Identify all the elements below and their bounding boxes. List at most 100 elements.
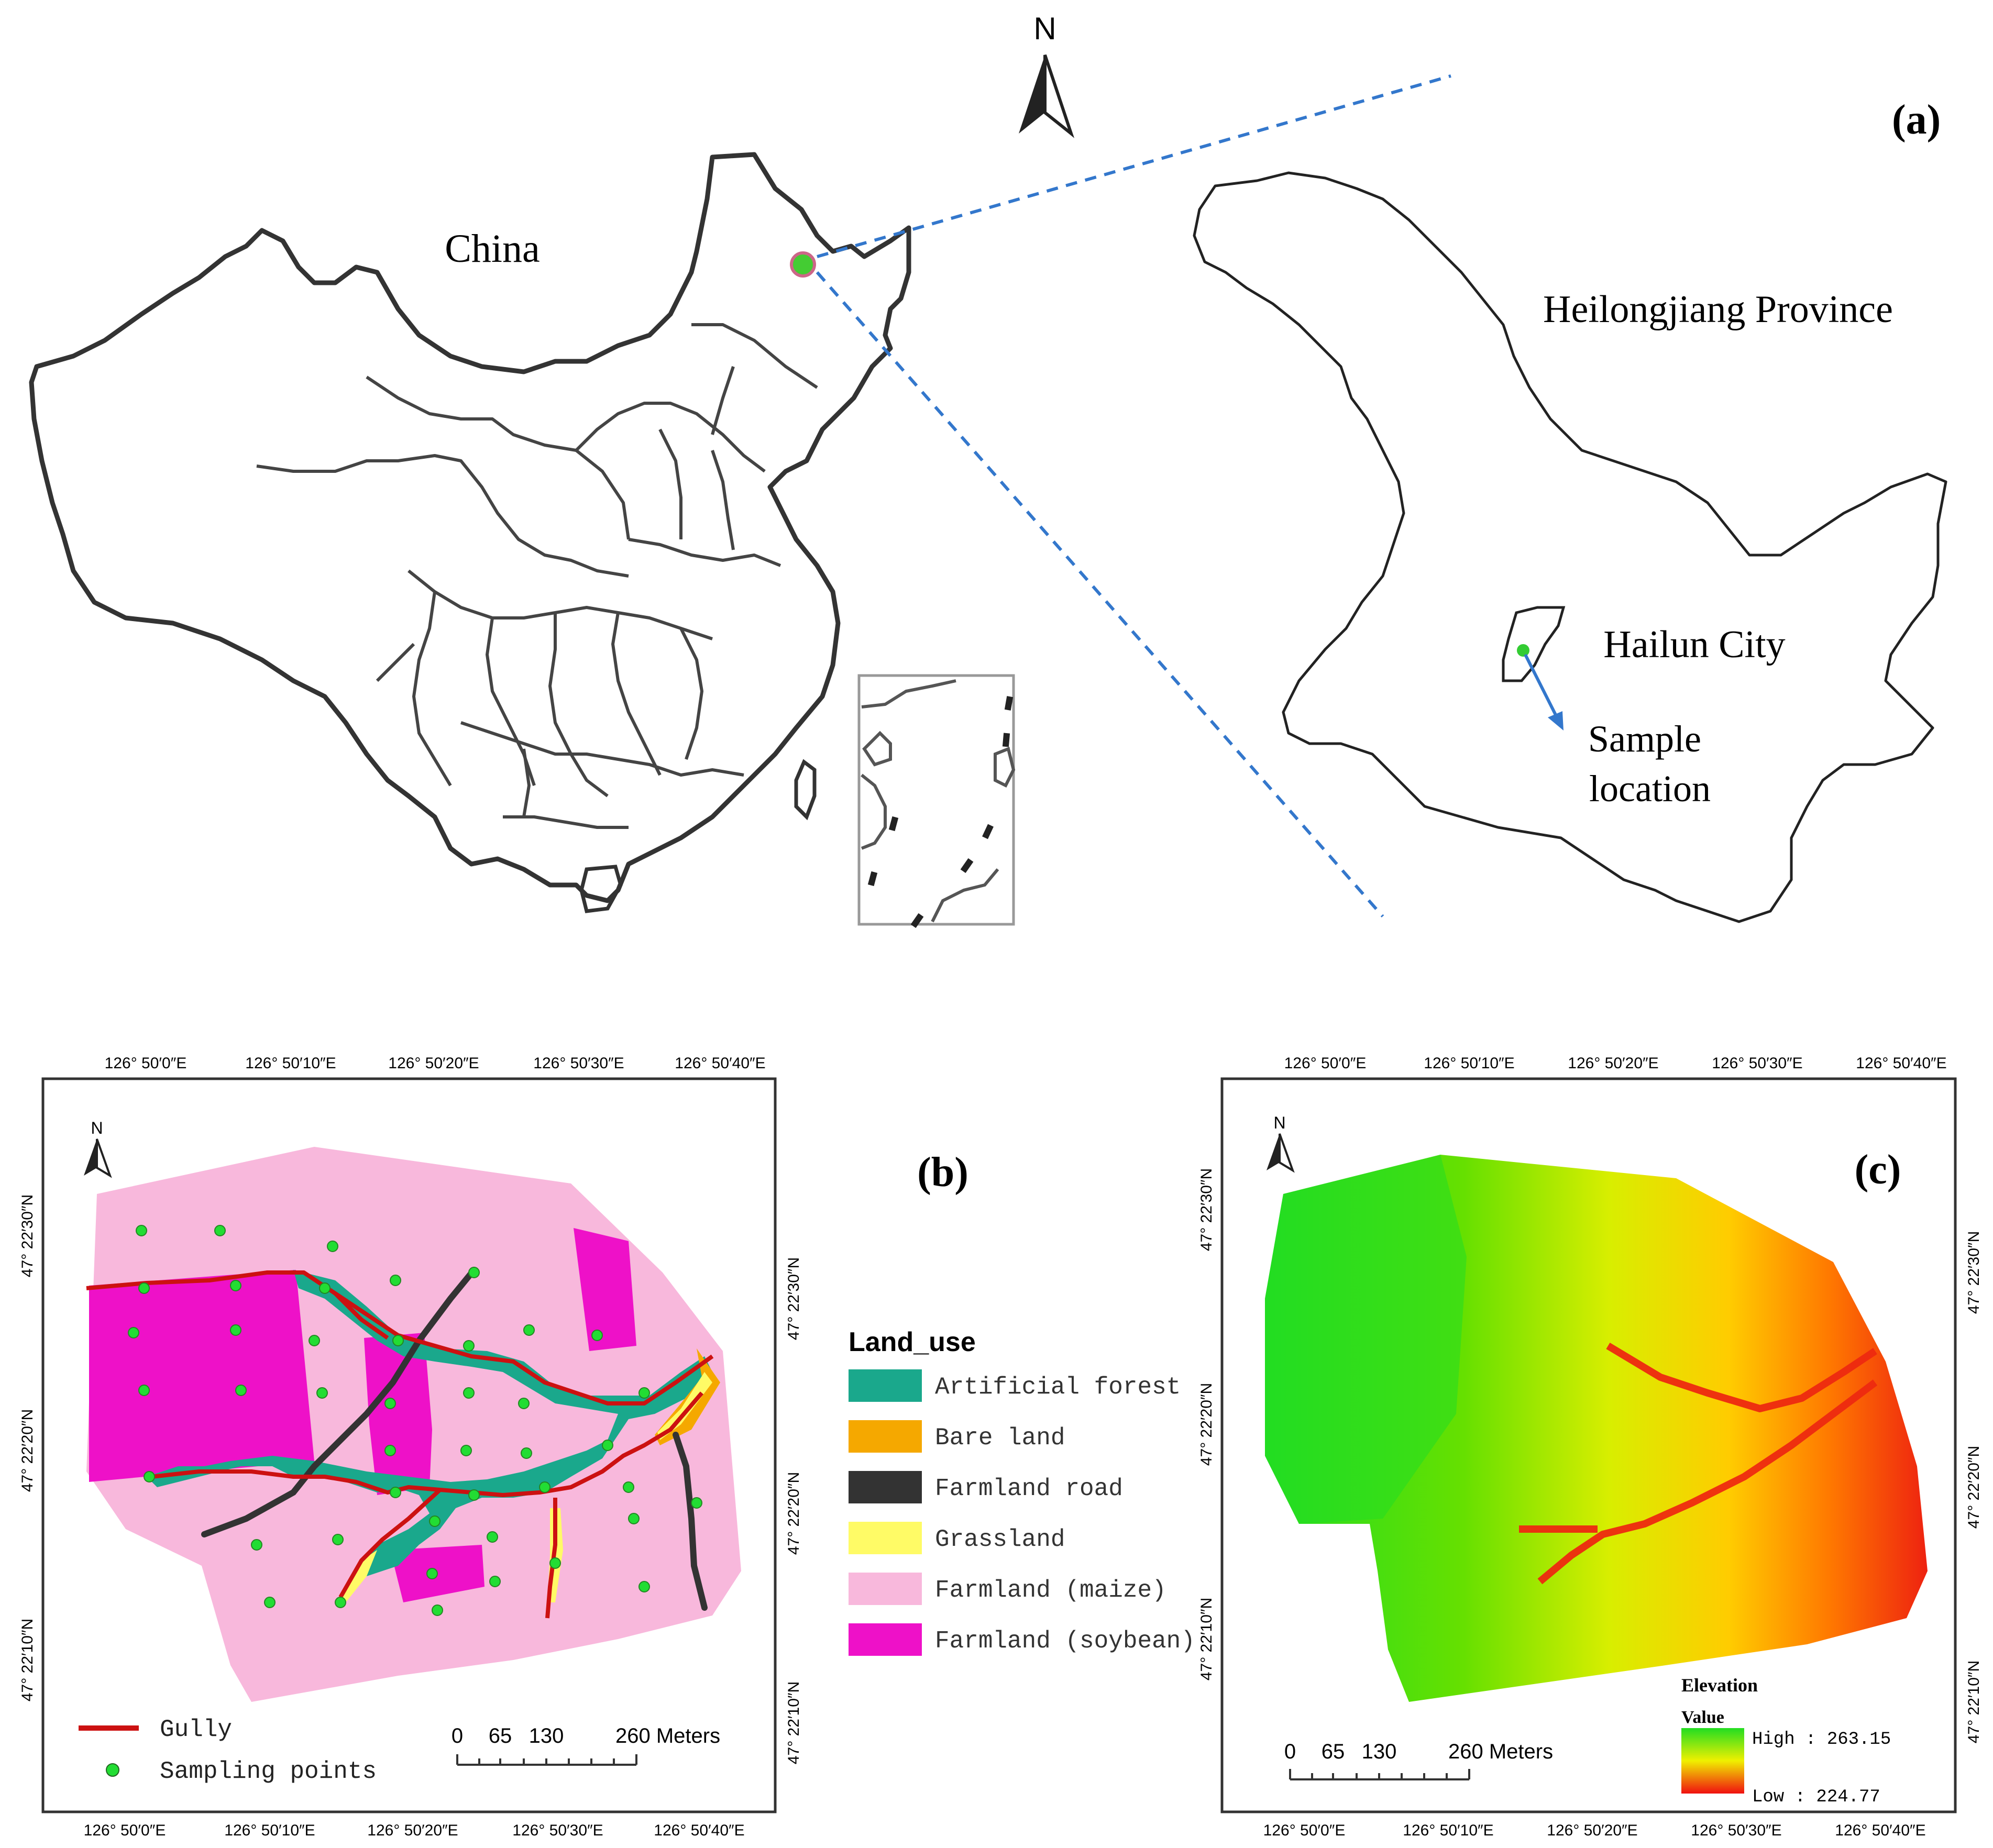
sampling-point [518, 1398, 530, 1409]
sampling-point [251, 1539, 262, 1551]
sampling-point [235, 1385, 247, 1396]
sampling-point [426, 1568, 438, 1579]
elevation-legend-title: Elevation [1681, 1675, 1758, 1696]
sampling-point [230, 1280, 241, 1291]
farmland-soybean-left [89, 1270, 314, 1482]
grassland-strip-right [657, 1372, 712, 1440]
sampling-point [429, 1515, 441, 1527]
elevation-left-green [1265, 1155, 1467, 1524]
scale-c-65: 65 [1322, 1740, 1345, 1763]
legend-swatch [849, 1420, 922, 1453]
bottom-tick-label: 126° 50′0″E [1263, 1822, 1346, 1839]
sampling-point [463, 1340, 475, 1352]
heilongjiang-outline [1193, 171, 1947, 923]
panel-b: 126° 50′0″E 126° 50′10″E 126° 50′20″E 126° … [19, 1055, 968, 1839]
sampling-point [623, 1481, 634, 1493]
sampling-point [487, 1531, 498, 1543]
scale-bar-c: 0 65 130 260 Meters [1284, 1740, 1553, 1780]
sampling-point [332, 1534, 344, 1545]
sampling-points [128, 1225, 702, 1616]
legend-gully-label: Gully [160, 1716, 232, 1743]
sampling-point [460, 1445, 472, 1456]
right-tick-label: 47° 22′30″N [785, 1257, 802, 1340]
right-tick-label: 47° 22′20″N [785, 1472, 802, 1555]
scale-b-130: 130 [529, 1724, 564, 1747]
left-tick-label: 47° 22′20″N [19, 1409, 36, 1492]
sampling-point [384, 1445, 396, 1456]
bottom-tick-label: 126° 50′20″E [367, 1822, 458, 1839]
north-arrow-icon-b: N [84, 1119, 112, 1178]
scale-bar-b: 0 65 130 260 Meters [452, 1724, 720, 1766]
province-label: Heilongjiang Province [1543, 288, 1893, 331]
sampling-point [309, 1335, 320, 1346]
top-tick-label: 126° 50′10″E [1424, 1055, 1514, 1072]
elevation-low-label: Low : 224.77 [1752, 1787, 1880, 1807]
farmland-roads [201, 1267, 708, 1611]
sampling-point [539, 1481, 550, 1493]
scale-c-0: 0 [1284, 1740, 1296, 1763]
north-label-c: N [1273, 1113, 1285, 1132]
sampling-point [628, 1513, 640, 1524]
farmland-soybean-right [574, 1228, 636, 1351]
sampling-point [384, 1398, 396, 1409]
sampling-point [144, 1471, 155, 1482]
sample-arrow [1524, 654, 1560, 721]
sampling-point [392, 1335, 404, 1346]
panel-label-c: (c) [1855, 1147, 1901, 1193]
legend-item-label: Farmland (soybean) [935, 1628, 1195, 1655]
sampling-point [468, 1267, 480, 1278]
sampling-point [468, 1489, 480, 1501]
sampling-point [638, 1387, 650, 1399]
top-tick-label: 126° 50′30″E [1712, 1055, 1802, 1072]
sampling-point [432, 1604, 443, 1616]
sampling-point [691, 1497, 702, 1509]
left-tick-label: 47° 22′10″N [19, 1619, 36, 1701]
graticule-labels-c: 126° 50′0″E 126° 50′10″E 126° 50′20″E 126° … [1198, 1055, 1983, 1839]
legend-swatch [849, 1369, 922, 1402]
sample-location-marker [1517, 644, 1529, 657]
top-tick-label: 126° 50′0″E [105, 1055, 187, 1072]
sampling-point [316, 1387, 328, 1399]
china-outline [29, 152, 911, 903]
legend-point-swatch [106, 1763, 119, 1777]
south-china-sea-inset [857, 674, 1016, 928]
legend-item-label: Farmland road [935, 1475, 1123, 1502]
top-tick-label: 126° 50′10″E [245, 1055, 336, 1072]
left-tick-label: 47° 22′10″N [1198, 1598, 1215, 1680]
sample-label-line2: location [1589, 768, 1711, 810]
sampling-point [214, 1225, 226, 1236]
sampling-point [138, 1282, 150, 1294]
sampling-point [319, 1282, 331, 1294]
north-arrow-icon-a: N [1019, 11, 1075, 138]
sampling-point [136, 1225, 147, 1236]
land-use-map [86, 1147, 741, 1702]
sampling-point [390, 1275, 401, 1286]
elevation-high-label: High : 263.15 [1752, 1730, 1891, 1750]
right-tick-label: 47° 22′10″N [785, 1681, 802, 1764]
sampling-point [638, 1581, 650, 1592]
legend-item-label: Bare land [935, 1424, 1065, 1452]
city-label: Hailun City [1603, 623, 1785, 666]
land-use-legend: Land_use Artificial forest Bare land Farml… [849, 1327, 1195, 1656]
sampling-point [138, 1385, 150, 1396]
sample-label-line1: Sample [1588, 718, 1701, 760]
sampling-point [523, 1324, 535, 1336]
panel-label-b: (b) [917, 1149, 968, 1196]
north-label-b: N [91, 1119, 103, 1137]
graticule-labels-b: 126° 50′0″E 126° 50′10″E 126° 50′20″E 126° … [19, 1055, 802, 1839]
right-tick-label: 47° 22′10″N [1965, 1661, 1983, 1743]
sampling-point [463, 1387, 475, 1399]
scale-c-130: 130 [1362, 1740, 1397, 1763]
sampling-point [128, 1327, 139, 1338]
sampling-point [390, 1487, 401, 1498]
bottom-tick-label: 126° 50′0″E [84, 1822, 166, 1839]
bottom-tick-label: 126° 50′20″E [1547, 1822, 1637, 1839]
zoom-connector-lines [816, 74, 1451, 917]
bottom-tick-label: 126° 50′30″E [1691, 1822, 1781, 1839]
artificial-forest-upper [147, 1270, 712, 1576]
taiwan-outline [794, 759, 817, 821]
right-tick-label: 47° 22′30″N [1965, 1231, 1983, 1314]
sampling-point [230, 1324, 241, 1336]
north-arrow-icon-c: N [1267, 1113, 1295, 1173]
top-tick-label: 126° 50′0″E [1284, 1055, 1367, 1072]
